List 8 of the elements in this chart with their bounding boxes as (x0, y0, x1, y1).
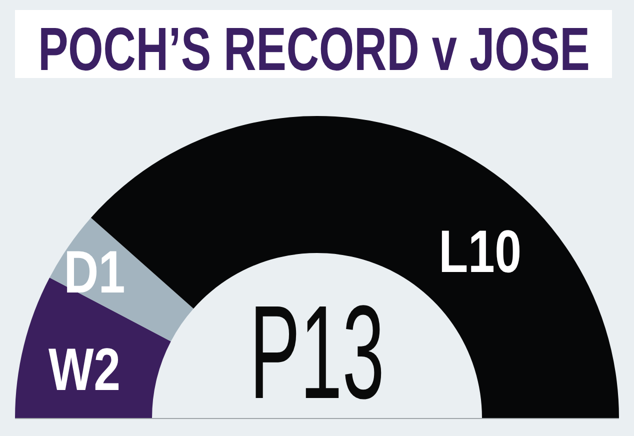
slice-label: W (48, 336, 94, 404)
slice-label: D (64, 238, 99, 306)
slice-label: L (438, 218, 468, 286)
data-label: 2 (94, 336, 121, 404)
data-label: 10 (468, 218, 522, 286)
data-label: 1 (98, 238, 126, 306)
chart-title: POCH’S RECORD v JOSE (38, 15, 590, 83)
text: P13 (250, 278, 384, 426)
